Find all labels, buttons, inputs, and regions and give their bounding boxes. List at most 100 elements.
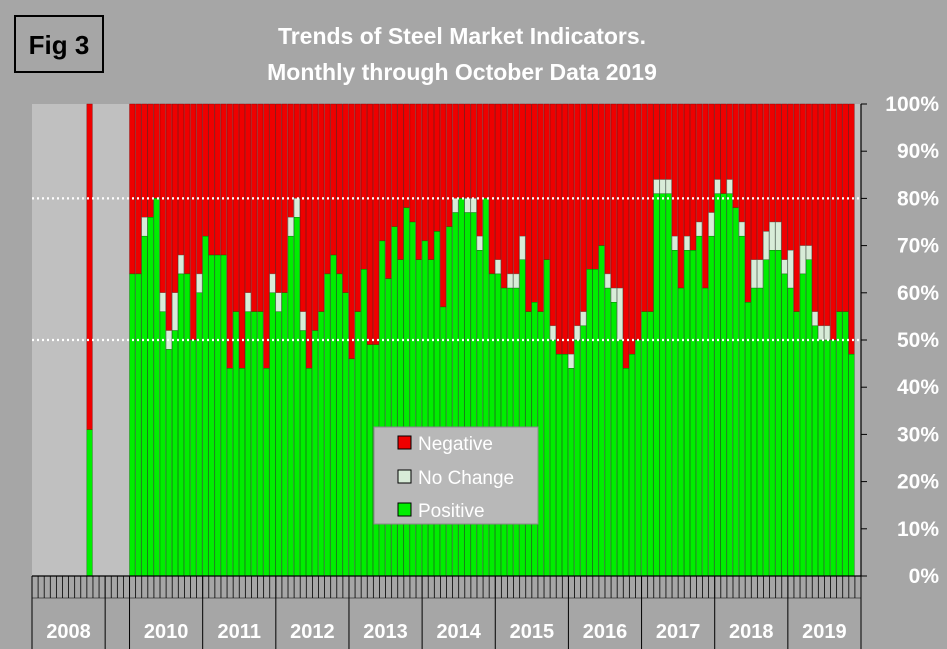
bar-no-change: [519, 235, 526, 260]
bar-no-change: [799, 245, 806, 275]
bar-positive: [714, 193, 721, 577]
bar-negative: [708, 103, 715, 213]
bar-positive: [226, 368, 233, 577]
bar-negative: [129, 103, 136, 275]
bar-negative: [635, 103, 642, 341]
chart-title: Trends of Steel Market Indicators.: [278, 23, 646, 49]
bar-positive: [653, 193, 660, 577]
x-tick-label: 2013: [363, 621, 408, 643]
bar-positive: [781, 273, 788, 577]
bar-positive: [251, 311, 258, 577]
bar-no-change: [507, 273, 514, 289]
bar-positive: [324, 273, 331, 577]
bar-negative: [324, 103, 331, 275]
bar-no-change: [568, 353, 575, 369]
bar-positive: [677, 287, 684, 577]
bar-positive: [190, 339, 197, 577]
bar-negative: [214, 103, 221, 256]
x-tick-label: 2011: [218, 621, 261, 643]
bar-positive: [574, 339, 581, 577]
bar-positive: [610, 302, 617, 577]
y-tick-label: 10%: [897, 518, 939, 541]
bar-positive: [263, 368, 270, 577]
bar-negative: [428, 103, 434, 260]
bar-negative: [507, 103, 514, 275]
bar-positive: [415, 259, 422, 577]
bar-no-change: [269, 273, 276, 294]
bar-negative: [720, 103, 727, 194]
bar-negative: [239, 103, 245, 369]
bar-negative: [287, 103, 294, 218]
bar-no-change: [659, 179, 666, 194]
bar-positive: [129, 273, 136, 577]
bar-negative: [769, 103, 776, 223]
bar-positive: [488, 273, 495, 577]
bar-positive: [556, 353, 562, 577]
bar-positive: [757, 287, 764, 577]
bar-no-change: [775, 221, 782, 251]
bar-positive: [348, 358, 355, 577]
bar-positive: [635, 339, 642, 577]
bar-positive: [641, 311, 648, 577]
bar-negative: [495, 103, 501, 260]
bar-positive: [275, 311, 282, 577]
x-tick-label: 2014: [436, 621, 481, 643]
bar-negative: [763, 103, 770, 232]
bar-negative: [373, 103, 380, 345]
bar-negative: [318, 103, 325, 312]
bar-no-change: [470, 198, 477, 213]
bar-positive: [196, 292, 203, 577]
bar-negative: [671, 103, 678, 237]
bar-negative: [592, 103, 599, 270]
bar-negative: [501, 103, 508, 289]
bar-negative: [293, 103, 300, 199]
bar-negative: [824, 103, 831, 327]
bar-negative: [403, 103, 410, 209]
fig-label-box: [14, 15, 104, 73]
bar-positive: [269, 292, 276, 577]
bar-negative: [818, 103, 825, 327]
bar-no-change: [452, 198, 459, 213]
bar-no-change: [159, 292, 166, 312]
bar-negative: [165, 103, 172, 331]
bar-no-change: [610, 287, 617, 303]
bar-positive: [239, 368, 245, 577]
bar-negative: [574, 103, 581, 327]
bar-positive: [665, 193, 672, 577]
axes: [31, 103, 867, 649]
bar-positive: [354, 311, 361, 577]
bar-positive: [629, 353, 636, 577]
y-tick-label: 90%: [897, 140, 939, 163]
x-tick-label: 2015: [510, 621, 555, 643]
legend-negative-swatch: [397, 435, 412, 450]
reference-lines: [32, 197, 861, 342]
bar-negative: [549, 103, 556, 327]
bar-no-change: [293, 198, 300, 218]
y-tick-label: 100%: [885, 93, 939, 116]
bar-negative: [135, 103, 142, 275]
bar-positive: [281, 292, 288, 577]
bar-negative: [793, 103, 800, 312]
bar-negative: [665, 103, 672, 180]
bar-no-change: [818, 325, 825, 341]
bar-no-change: [684, 235, 690, 251]
bar-positive: [257, 311, 264, 577]
bar-negative: [196, 103, 203, 275]
bar-positive: [318, 311, 325, 577]
bar-positive: [379, 240, 386, 577]
bar-positive: [367, 344, 373, 577]
bar-positive: [586, 269, 593, 577]
bar-positive: [592, 269, 599, 577]
bar-positive: [708, 235, 715, 577]
bar-negative: [147, 103, 154, 218]
bar-negative: [580, 103, 587, 312]
bar-series: [86, 103, 855, 577]
bar-positive: [659, 193, 666, 577]
bar-negative: [141, 103, 148, 218]
bar-positive: [690, 250, 697, 577]
bar-positive: [336, 273, 343, 577]
x-tick-label: 2018: [729, 621, 774, 643]
bar-negative: [513, 103, 520, 275]
bar-no-change: [476, 235, 483, 251]
x-tick-label: 2016: [583, 621, 628, 643]
